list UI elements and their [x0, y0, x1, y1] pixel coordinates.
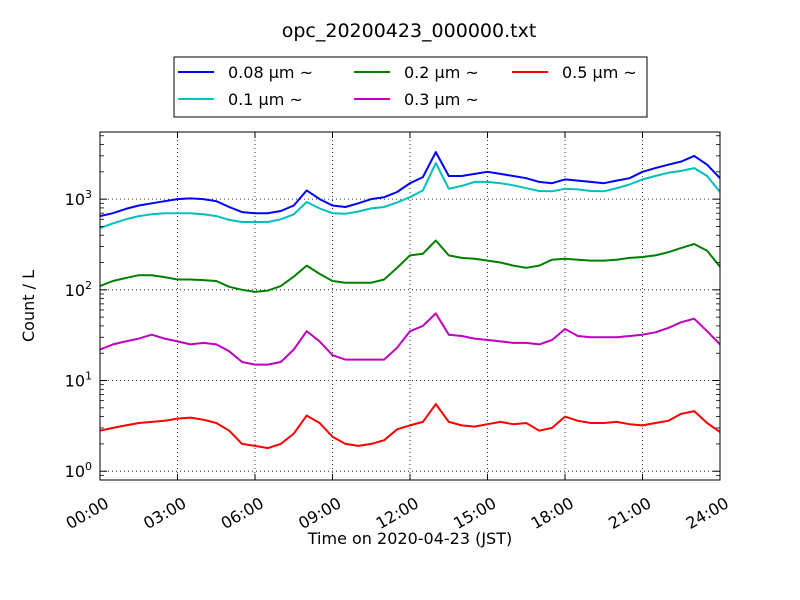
y-tick-exponent: 0	[85, 460, 92, 473]
x-axis-label: Time on 2020-04-23 (JST)	[307, 529, 512, 548]
series-line	[99, 239, 721, 293]
y-tick-label: 101	[65, 370, 92, 391]
legend: 0.08 μm ~ 0.1 μm ~ 0.2 μm ~ 0.3 μm ~ 0.5 μm …	[173, 56, 648, 118]
y-tick-exponent: 1	[85, 370, 92, 383]
series-line	[99, 151, 721, 218]
y-tick-label: 103	[65, 188, 92, 209]
series-line	[99, 162, 721, 230]
legend-box	[173, 56, 648, 118]
grid-lines	[100, 132, 720, 480]
chart-title: opc_20200423_000000.txt	[282, 20, 537, 42]
y-axis-label: Count / L	[19, 270, 38, 342]
y-tick-base: 10	[65, 372, 85, 391]
y-tick-base: 10	[65, 190, 85, 209]
y-tick-base: 10	[65, 281, 85, 300]
y-tick-exponent: 2	[85, 279, 92, 292]
series-lines	[99, 151, 721, 450]
y-tick-exponent: 3	[85, 188, 92, 201]
y-tick-base: 10	[65, 462, 85, 481]
legend-label: 0.08 μm ~	[228, 63, 313, 82]
legend-label: 0.5 μm ~	[562, 63, 637, 82]
series-line	[99, 403, 721, 450]
series-line	[99, 312, 721, 366]
y-tick-label: 100	[65, 460, 92, 481]
legend-label: 0.1 μm ~	[228, 90, 303, 109]
y-tick-label: 102	[65, 279, 92, 300]
legend-label: 0.2 μm ~	[404, 63, 479, 82]
legend-label: 0.3 μm ~	[404, 90, 479, 109]
